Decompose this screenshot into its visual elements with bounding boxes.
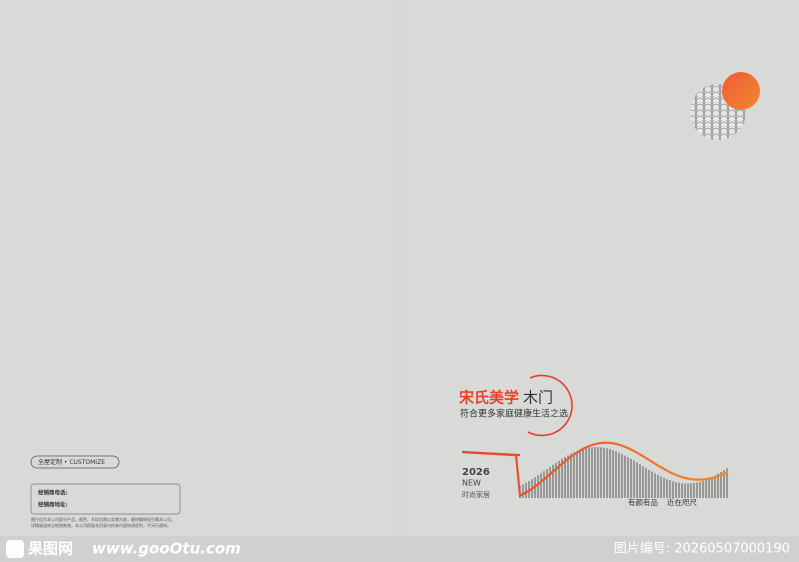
site-name: 果图网	[27, 540, 73, 558]
footer-bar	[0, 536, 799, 562]
slogan: 符合更多家庭健康生活之选	[460, 408, 568, 420]
tagline-right: 近在咫尺	[667, 497, 697, 507]
customize: 全屋定制 • CUSTOMIZE	[38, 458, 105, 466]
image-id: 图片编号: 20260507000190	[614, 542, 790, 557]
wave-curve	[461, 441, 729, 498]
brand-rest: 木门	[523, 389, 553, 407]
badge-caption: 时尚家居	[462, 490, 490, 499]
brand-accent: 宋氏美学	[458, 389, 519, 407]
new-word: NEW	[462, 479, 481, 488]
note: 图片仅为本公司部分产品，颜色、木纹后期以实物为准，最终解释权归属本公司。	[31, 516, 175, 522]
sun-circle	[722, 72, 760, 110]
brand-arc	[527, 374, 573, 437]
logo-icon	[6, 540, 24, 558]
phone-label: 经销商电话:	[38, 489, 68, 497]
address-label: 经销商地址:	[38, 501, 68, 509]
dealer-box	[30, 483, 181, 515]
note: 详情请咨询当地销售商，本公司保留本目录内所有内容修改权利，不另行通知。	[31, 522, 171, 528]
year: 2026	[462, 467, 490, 478]
customize-pill	[30, 455, 120, 469]
tagline-left: 有颜有品	[628, 497, 658, 507]
site-url: www.gooOtu.com	[92, 540, 241, 558]
